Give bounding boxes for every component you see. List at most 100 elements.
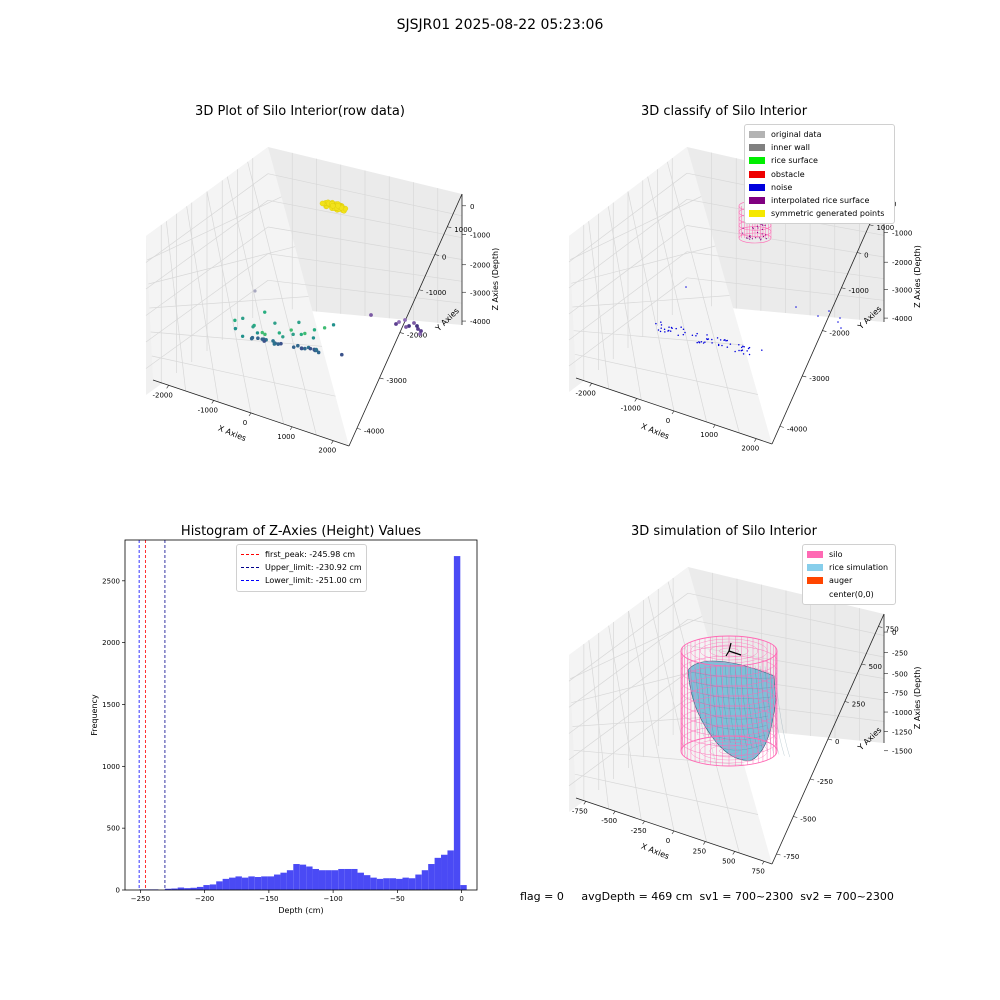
p1-point — [404, 325, 408, 329]
p3-bar — [229, 877, 236, 890]
p2-point — [757, 227, 759, 229]
legend-entry: rice surface — [749, 154, 890, 167]
simulation-legend: silo rice simulation auger center(0,0) — [802, 544, 896, 605]
p2-point — [704, 341, 706, 343]
p3-bar — [415, 874, 422, 890]
p4-z-tick-label: -750 — [892, 690, 908, 698]
p2-point — [755, 237, 757, 239]
p4-silo-top-ring — [709, 644, 749, 658]
panel1-title: 3D Plot of Silo Interior(row data) — [195, 104, 405, 119]
p2-point — [749, 238, 751, 240]
legend-swatch — [807, 551, 823, 559]
p4-y-tick-mark — [793, 816, 798, 818]
p2-z-tick-label: -1000 — [892, 229, 912, 237]
legend-entry: Upper_limit: -230.92 cm — [241, 561, 362, 574]
p2-point — [738, 349, 740, 352]
p4-silo-floor-ring — [719, 747, 739, 755]
p4-x-tick-mark — [671, 830, 675, 835]
p4-z-tick-label: 0 — [892, 629, 896, 637]
p4-y-tick-mark — [861, 663, 866, 666]
p1-point — [331, 323, 336, 327]
p3-bar — [408, 878, 416, 890]
p3-x-tick-label: −250 — [131, 895, 150, 903]
p4-surface-mesh — [749, 664, 763, 751]
legend-label: Lower_limit: -251.00 cm — [265, 576, 362, 586]
p4-floor — [569, 567, 772, 864]
p4-surface-mesh — [774, 667, 790, 758]
p2-z-tick-label: -2000 — [892, 259, 912, 267]
p2-point — [670, 326, 673, 329]
flag-text: flag = 0 — [520, 890, 564, 903]
p2-point — [716, 337, 719, 339]
p3-bar — [196, 886, 204, 890]
p2-point — [751, 238, 753, 240]
legend-entry: obstacle — [749, 168, 890, 181]
p2-floor — [569, 147, 772, 444]
p2-point — [700, 340, 703, 343]
p3-bar — [286, 870, 294, 890]
p2-point — [717, 343, 720, 346]
legend-line — [241, 567, 259, 569]
p2-point — [748, 346, 751, 349]
p2-point — [743, 346, 745, 348]
panel4-title: 3D simulation of Silo Interior — [631, 524, 817, 539]
p1-point — [416, 327, 420, 331]
p4-silo-top-ring — [719, 647, 739, 655]
p2-point — [655, 322, 657, 325]
p1-point — [260, 330, 264, 335]
p2-point — [698, 341, 701, 344]
p2-point — [657, 329, 660, 331]
p2-y-tick-mark — [841, 287, 846, 290]
p4-x-tick-mark — [583, 801, 587, 805]
p1-x-tick-mark — [331, 440, 334, 444]
p4-silo-ring — [680, 725, 778, 757]
p3-bar — [306, 866, 313, 890]
p3-y-tick-label: 1000 — [102, 763, 120, 771]
p1-scatter-points — [233, 199, 423, 357]
p2-point — [669, 330, 672, 332]
p4-x-tick-mark — [703, 841, 706, 845]
p1-x-tick-mark — [211, 400, 215, 404]
p1-point — [316, 350, 321, 355]
p1-point — [303, 346, 307, 351]
p4-x-tick-mark — [612, 811, 616, 815]
p3-bar — [235, 876, 242, 890]
p4-surface-mesh — [754, 665, 769, 752]
p3-bar — [383, 878, 390, 890]
p1-x-tick-mark — [289, 426, 293, 431]
p2-z-axis-label: Z Axies (Depth) — [913, 245, 922, 308]
p2-y-tick-mark — [779, 426, 784, 428]
p1-point — [322, 326, 327, 330]
p4-x-tick-label: 250 — [693, 848, 706, 856]
p4-silo-floor-ring — [690, 738, 768, 764]
p3-bar — [331, 870, 339, 890]
p3-bar — [338, 868, 345, 890]
p4-silo-floor-ring — [700, 741, 758, 761]
p1-point — [271, 339, 275, 343]
legend-entry: interpolated rice surface — [749, 194, 890, 207]
p1-point — [240, 334, 245, 338]
p4-silo-top-ring — [700, 641, 758, 661]
p2-point — [765, 238, 767, 240]
p1-point — [330, 203, 336, 209]
p3-x-tick-label: 0 — [459, 895, 463, 903]
p3-y-tick-label: 2000 — [102, 639, 120, 647]
p1-x-tick-label: -1000 — [198, 406, 218, 414]
p3-bar — [261, 876, 268, 890]
legend-swatch — [807, 564, 823, 572]
p1-z-tick-label: -2000 — [470, 262, 490, 270]
p4-surface-mesh — [769, 666, 785, 756]
p2-point — [756, 231, 759, 234]
p2-point — [762, 235, 765, 238]
p2-point — [734, 350, 736, 353]
p4-surface-mesh — [704, 721, 767, 730]
p2-point — [682, 328, 685, 330]
p3-x-tick-label: −100 — [323, 895, 342, 903]
p1-y-tick-label: 0 — [442, 253, 446, 261]
legend-label: interpolated rice surface — [771, 196, 870, 206]
p2-point — [760, 238, 762, 240]
p2-x-tick-label: 1000 — [700, 431, 718, 439]
p2-grid-line — [568, 199, 688, 289]
p3-bar — [293, 864, 300, 890]
p2-point — [828, 310, 830, 312]
